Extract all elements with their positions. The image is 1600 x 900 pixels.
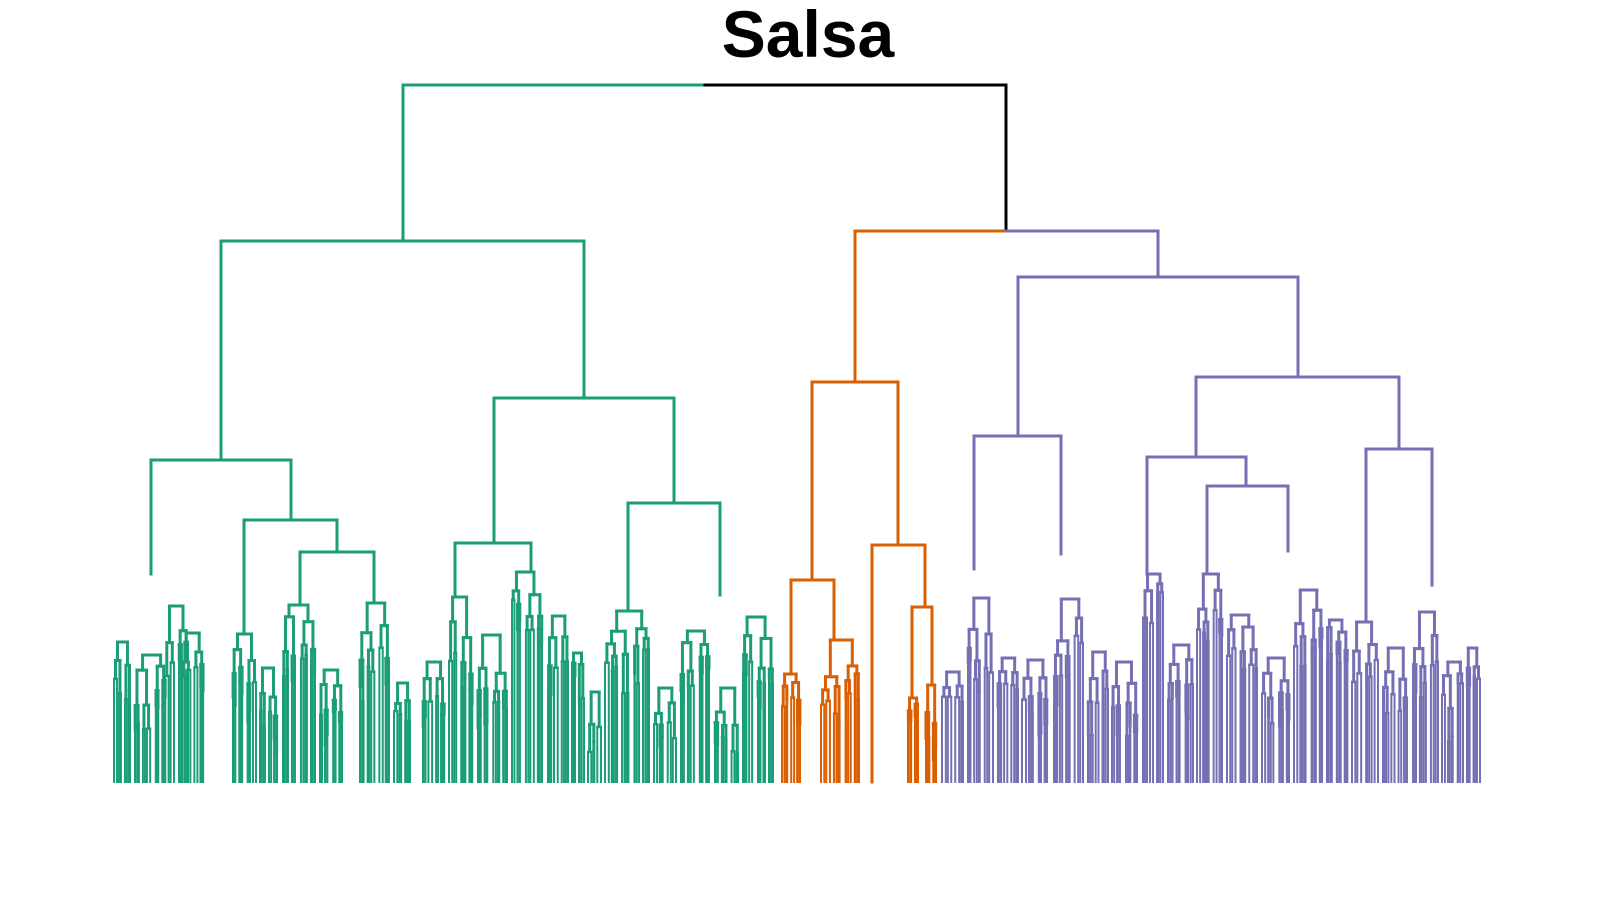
chart-title: Salsa	[721, 0, 895, 71]
